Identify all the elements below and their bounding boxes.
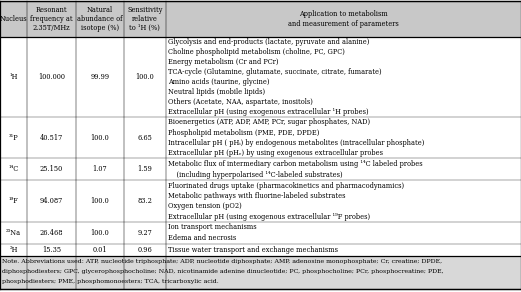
Text: (including hyperpolarised ¹⁴C-labeled substrates): (including hyperpolarised ¹⁴C-labeled su…	[168, 171, 342, 179]
Text: Fluorinated drugs uptake (pharmacokinetics and pharmacodynamics): Fluorinated drugs uptake (pharmacokineti…	[168, 182, 404, 190]
Text: 0.96: 0.96	[138, 246, 152, 254]
Text: Neutral lipids (mobile lipids): Neutral lipids (mobile lipids)	[168, 88, 265, 96]
Text: ²³Na: ²³Na	[6, 229, 21, 237]
Text: 25.150: 25.150	[40, 165, 63, 173]
Text: 1.59: 1.59	[138, 165, 152, 173]
Bar	[0, 256, 521, 289]
Text: 1.07: 1.07	[92, 165, 107, 173]
Text: Amino acids (taurine, glycine): Amino acids (taurine, glycine)	[168, 78, 269, 86]
Text: 99.99: 99.99	[90, 73, 109, 81]
Text: 40.517: 40.517	[40, 134, 63, 142]
Text: Application to metabolism
and measurement of parameters: Application to metabolism and measuremen…	[288, 11, 399, 28]
Text: phosphodiesters; PME, phosphomonoesters; TCA, tricarboxylic acid.: phosphodiesters; PME, phosphomonoesters;…	[2, 279, 219, 284]
Text: Phospholipid metabolism (PME, PDE, DPDE): Phospholipid metabolism (PME, PDE, DPDE)	[168, 128, 319, 137]
Text: 6.65: 6.65	[138, 134, 152, 142]
Text: Metabolic pathways with fluorine-labeled substrates: Metabolic pathways with fluorine-labeled…	[168, 192, 345, 200]
Text: Metabolic flux of intermediary carbon metabolism using ¹⁴C labeled probes: Metabolic flux of intermediary carbon me…	[168, 160, 423, 168]
Bar	[0, 1, 521, 36]
Text: Resonant
frequency at
2.35T/MHz: Resonant frequency at 2.35T/MHz	[30, 6, 72, 32]
Text: Sensitivity
relative
to ¹H (%): Sensitivity relative to ¹H (%)	[127, 6, 163, 32]
Text: Ion transport mechanisms: Ion transport mechanisms	[168, 223, 256, 231]
Text: 100.000: 100.000	[38, 73, 65, 81]
Text: 100.0: 100.0	[135, 73, 154, 81]
Text: Others (Acetate, NAA, aspartate, inositols): Others (Acetate, NAA, aspartate, inosito…	[168, 98, 313, 106]
Text: Tissue water transport and exchange mechanisms: Tissue water transport and exchange mech…	[168, 246, 338, 254]
Text: ¹⁴C: ¹⁴C	[8, 165, 19, 173]
Text: Intracellular pH ( pHᵢ) by endogenous metabolites (intracellular phosphate): Intracellular pH ( pHᵢ) by endogenous me…	[168, 139, 424, 147]
Text: Extracellular pH (using exogenous extracellular ¹H probes): Extracellular pH (using exogenous extrac…	[168, 108, 368, 116]
Text: 9.27: 9.27	[138, 229, 152, 237]
Text: 100.0: 100.0	[91, 197, 109, 205]
Text: Edema and necrosis: Edema and necrosis	[168, 234, 236, 242]
Text: Note. Abbreviations used: ATP, nucleotide triphosphate; ADP, nucleotide diphosph: Note. Abbreviations used: ATP, nucleotid…	[2, 259, 442, 264]
Text: Extracellular pH (pHₑ) by using exogenous extracellular probes: Extracellular pH (pHₑ) by using exogenou…	[168, 149, 383, 157]
Text: 100.0: 100.0	[91, 134, 109, 142]
Text: ¹⁹F: ¹⁹F	[9, 197, 18, 205]
Text: Choline phospholipid metabolism (choline, PC, GPC): Choline phospholipid metabolism (choline…	[168, 48, 344, 56]
Text: 15.35: 15.35	[42, 246, 61, 254]
Text: TCA-cycle (Glutamine, glutamate, succinate, citrate, fumarate): TCA-cycle (Glutamine, glutamate, succina…	[168, 68, 381, 76]
Text: Natural
abundance of
isotope (%): Natural abundance of isotope (%)	[77, 6, 122, 32]
Text: ³¹P: ³¹P	[9, 134, 18, 142]
Text: 26.468: 26.468	[40, 229, 63, 237]
Text: Bioenergetics (ATP, ADP, AMP, PCr, sugar phosphates, NAD): Bioenergetics (ATP, ADP, AMP, PCr, sugar…	[168, 118, 370, 126]
Text: ¹H: ¹H	[9, 73, 18, 81]
Text: ²H: ²H	[9, 246, 18, 254]
Text: Energy metabolism (Cr and PCr): Energy metabolism (Cr and PCr)	[168, 58, 278, 66]
Text: 100.0: 100.0	[91, 229, 109, 237]
Text: Extracellular pH (using exogenous extracellular ¹⁹F probes): Extracellular pH (using exogenous extrac…	[168, 213, 370, 221]
Text: Oxygen tension (pO2): Oxygen tension (pO2)	[168, 202, 242, 210]
Text: Glycolysis and end-products (lactate, pyruvate and alanine): Glycolysis and end-products (lactate, py…	[168, 38, 369, 46]
Text: 0.01: 0.01	[92, 246, 107, 254]
Text: 94.087: 94.087	[40, 197, 63, 205]
Text: 83.2: 83.2	[138, 197, 152, 205]
Text: Nucleus: Nucleus	[0, 15, 28, 23]
Text: diphosphodiesters; GPC, glycerophosphocholine; NAD, nicotinamide adenine dinucle: diphosphodiesters; GPC, glycerophosphoch…	[2, 269, 444, 274]
